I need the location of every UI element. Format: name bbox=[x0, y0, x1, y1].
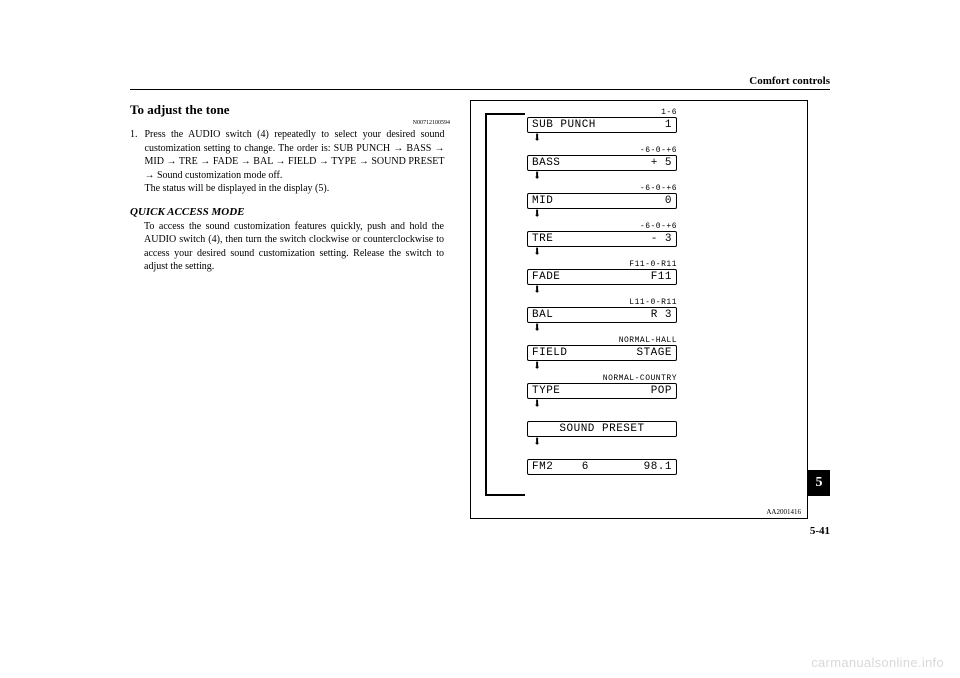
step-text: Press the AUDIO switch (4) repeatedly to… bbox=[145, 128, 445, 196]
lcd-display: FADEF11 bbox=[527, 269, 677, 285]
running-header: Comfort controls bbox=[130, 75, 830, 90]
lcd-display: FIELDSTAGE bbox=[527, 345, 677, 361]
diagram-ref: AA2001416 bbox=[766, 508, 801, 516]
watermark: carmanualsonline.info bbox=[811, 655, 944, 670]
lcd-display: BASS+ 5 bbox=[527, 155, 677, 171]
down-arrow-icon: ⬇ bbox=[533, 361, 541, 373]
lcd-display: SUB PUNCH1 bbox=[527, 117, 677, 133]
lcd-range-label: NORMAL-HALL bbox=[527, 336, 677, 345]
lcd-range-label bbox=[527, 450, 677, 459]
down-arrow-icon: ⬇ bbox=[533, 209, 541, 221]
lcd-range-label bbox=[527, 412, 677, 421]
lcd-range-label: F11-0-R11 bbox=[527, 260, 677, 269]
lcd-range-label: L11-0-R11 bbox=[527, 298, 677, 307]
reference-number: N00712100594 bbox=[130, 120, 450, 126]
down-arrow-icon: ⬇ bbox=[533, 437, 541, 449]
lcd-range-label: NORMAL-COUNTRY bbox=[527, 374, 677, 383]
content-columns: To adjust the tone N00712100594 1. Press… bbox=[130, 100, 830, 519]
lcd-display: MID0 bbox=[527, 193, 677, 209]
lcd-range-label: -6-0-+6 bbox=[527, 184, 677, 193]
flow-return-top bbox=[485, 113, 525, 115]
lcd-display: TRE- 3 bbox=[527, 231, 677, 247]
quick-access-heading: QUICK ACCESS MODE bbox=[130, 206, 450, 218]
section-title: To adjust the tone bbox=[130, 102, 450, 118]
flow-diagram: 1-6SUB PUNCH1⬇-6-0-+6BASS+ 5⬇-6-0-+6MID0… bbox=[470, 100, 808, 519]
lcd-range-label: -6-0-+6 bbox=[527, 222, 677, 231]
lcd-range-label: 1-6 bbox=[527, 108, 677, 117]
down-arrow-icon: ⬇ bbox=[533, 171, 541, 183]
manual-page: Comfort controls To adjust the tone N007… bbox=[130, 75, 830, 545]
right-column: 1-6SUB PUNCH1⬇-6-0-+6BASS+ 5⬇-6-0-+6MID0… bbox=[470, 100, 830, 519]
lcd-range-label: -6-0-+6 bbox=[527, 146, 677, 155]
step-1: 1. Press the AUDIO switch (4) repeatedly… bbox=[130, 128, 450, 196]
down-arrow-icon: ⬇ bbox=[533, 323, 541, 335]
lcd-stack: 1-6SUB PUNCH1⬇-6-0-+6BASS+ 5⬇-6-0-+6MID0… bbox=[527, 107, 799, 475]
step-number: 1. bbox=[130, 128, 142, 142]
down-arrow-icon: ⬇ bbox=[533, 133, 541, 145]
left-column: To adjust the tone N00712100594 1. Press… bbox=[130, 100, 450, 519]
down-arrow-icon: ⬇ bbox=[533, 247, 541, 259]
chapter-tab: 5 bbox=[808, 470, 830, 496]
lcd-display: TYPEPOP bbox=[527, 383, 677, 399]
lcd-display: FM2 698.1 bbox=[527, 459, 677, 475]
quick-access-text: To access the sound customization featur… bbox=[144, 220, 444, 274]
flow-return-line bbox=[485, 113, 487, 496]
flow-return-bottom bbox=[485, 494, 525, 496]
lcd-display: BALR 3 bbox=[527, 307, 677, 323]
down-arrow-icon: ⬇ bbox=[533, 285, 541, 297]
down-arrow-icon: ⬇ bbox=[533, 399, 541, 411]
lcd-display: SOUND PRESET bbox=[527, 421, 677, 437]
page-number: 5-41 bbox=[810, 525, 830, 537]
